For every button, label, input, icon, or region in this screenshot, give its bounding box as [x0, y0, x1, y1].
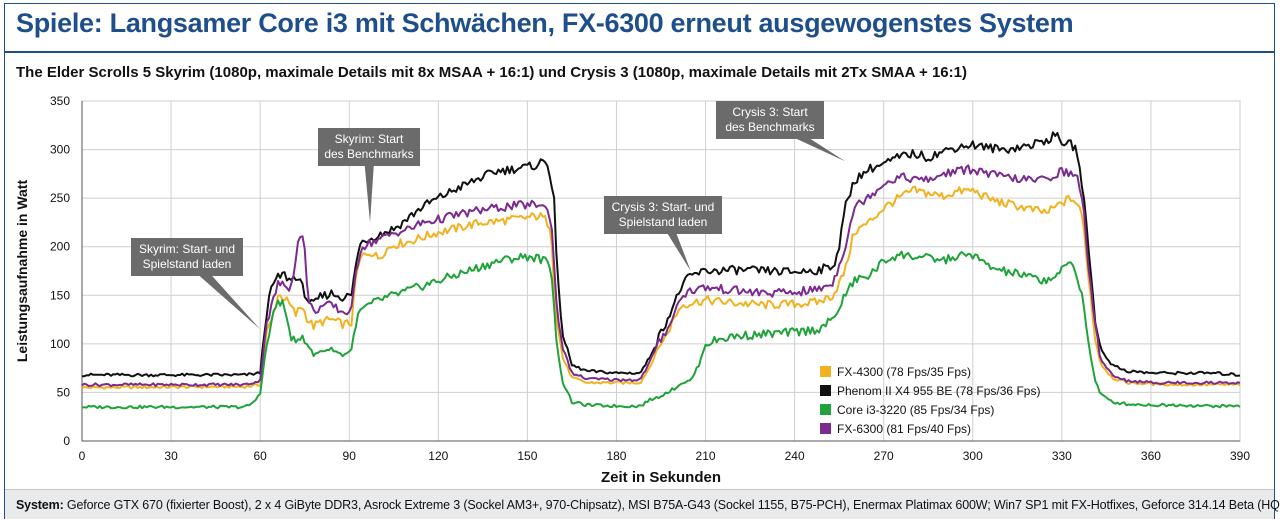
y-tick-label: 150: [50, 288, 70, 302]
legend-swatch: [820, 423, 831, 434]
callout-text: Crysis 3: Start- und: [612, 200, 715, 214]
x-tick-label: 30: [164, 449, 178, 463]
chart-series: [81, 131, 1241, 410]
series-line: [81, 164, 1241, 388]
legend-label: Phenom II X4 955 BE (78 Fps/36 Fps): [837, 384, 1040, 398]
callout-box: [318, 128, 420, 166]
callout-text: Skyrim: Start: [335, 132, 404, 146]
x-tick-label: 60: [253, 449, 267, 463]
legend-label: FX-6300 (81 Fps/40 Fps): [837, 422, 971, 436]
system-label: System:: [16, 498, 64, 512]
callout-box: [716, 101, 824, 139]
callout-text: Skyrim: Start- und: [139, 242, 235, 256]
x-tick-label: 390: [1230, 449, 1250, 463]
callout-text: Spielstand laden: [143, 257, 232, 271]
legend-label: FX-4300 (78 Fps/35 Fps): [837, 365, 971, 379]
x-tick-label: 180: [606, 449, 626, 463]
y-tick-label: 250: [50, 191, 70, 205]
chart-subtitle: The Elder Scrolls 5 Skyrim (1080p, maxim…: [16, 64, 967, 81]
legend-label: Core i3-3220 (85 Fps/34 Fps): [837, 403, 994, 417]
x-tick-label: 240: [785, 449, 805, 463]
x-tick-label: 270: [874, 449, 894, 463]
callout-text: Spielstand laden: [619, 215, 708, 229]
system-footer: System: Geforce GTX 670 (fixierter Boost…: [5, 489, 1280, 519]
chart-grid: [81, 100, 1241, 442]
y-tick-label: 50: [57, 385, 71, 399]
legend-swatch: [820, 404, 831, 415]
x-tick-label: 90: [343, 449, 357, 463]
title-divider: [5, 51, 1274, 53]
callout-text: Crysis 3: Start: [732, 105, 808, 119]
chart-legend: FX-4300 (78 Fps/35 Fps) Phenom II X4 955 …: [820, 365, 1040, 436]
callout-box: [131, 238, 243, 276]
system-description: Geforce GTX 670 (fixierter Boost), 2 x 4…: [66, 498, 1280, 512]
series-line: [81, 250, 1241, 410]
y-tick-label: 0: [63, 434, 70, 448]
x-tick-label: 0: [79, 449, 86, 463]
y-tick-label: 100: [50, 337, 70, 351]
x-tick-label: 120: [428, 449, 448, 463]
system-footer-text: System: Geforce GTX 670 (fixierter Boost…: [16, 498, 1280, 512]
x-axis-label: Zeit in Sekunden: [601, 469, 721, 486]
callout-text: des Benchmarks: [725, 120, 814, 134]
chart-axes: 0 50 100 150 200 250 300 350 0 30 60 90 120 150 180 210…: [14, 94, 1250, 486]
series-line: [81, 131, 1241, 378]
legend-swatch: [820, 366, 831, 377]
y-tick-label: 300: [50, 143, 70, 157]
y-tick-label: 200: [50, 240, 70, 254]
page-title: Spiele: Langsamer Core i3 mit Schwächen,…: [16, 8, 1074, 38]
y-axis-label: Leistungsaufnahme in Watt: [14, 180, 30, 363]
x-tick-label: 210: [696, 449, 716, 463]
x-tick-label: 150: [517, 449, 537, 463]
legend-swatch: [820, 385, 831, 396]
plot-area: [81, 100, 1241, 442]
x-tick-label: 330: [1052, 449, 1072, 463]
callout-box: [604, 196, 722, 234]
x-tick-label: 300: [963, 449, 983, 463]
x-tick-label: 360: [1141, 449, 1161, 463]
y-tick-label: 350: [50, 94, 70, 108]
callout-text: des Benchmarks: [324, 147, 413, 161]
